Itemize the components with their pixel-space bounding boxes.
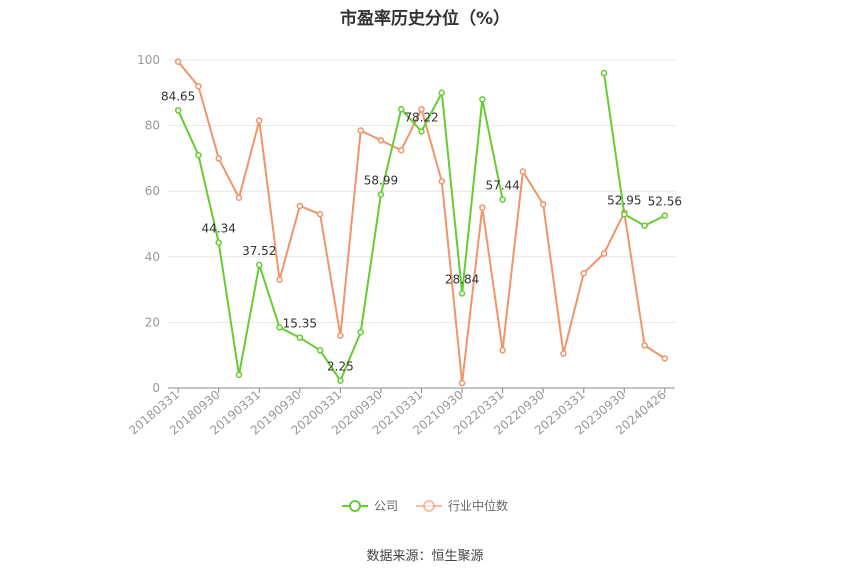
data-label: 78.22 (404, 110, 438, 124)
data-point (276, 324, 283, 331)
data-label: 37.52 (242, 244, 276, 258)
data-point (479, 96, 486, 103)
data-point (377, 191, 385, 198)
data-point (357, 127, 364, 134)
data-point (296, 202, 304, 210)
data-label: 44.34 (202, 222, 236, 236)
data-label: 58.99 (364, 174, 398, 188)
data-point (174, 107, 182, 114)
data-label: 28.84 (445, 272, 479, 286)
legend-item-industry-median[interactable]: 行业中位数 (416, 497, 508, 514)
data-point (256, 117, 263, 124)
y-tick-label: 60 (145, 184, 160, 198)
data-label: 57.44 (485, 179, 519, 193)
data-label: 15.35 (283, 317, 317, 331)
data-point (195, 151, 202, 159)
data-point (621, 211, 628, 218)
data-point (600, 69, 608, 77)
data-point (479, 204, 486, 211)
data-label: 2.25 (327, 360, 354, 374)
data-point (296, 334, 304, 341)
data-point (377, 137, 385, 144)
data-point (276, 276, 283, 284)
data-point (235, 194, 243, 202)
legend-item-company[interactable]: 公司 (341, 497, 398, 514)
data-point (316, 347, 324, 354)
y-tick-label: 100 (137, 53, 160, 67)
data-point (418, 105, 425, 113)
data-point (397, 105, 405, 113)
data-point (174, 58, 182, 65)
data-label: 52.56 (648, 195, 682, 209)
data-point (539, 201, 547, 208)
data-label: 84.65 (161, 89, 195, 103)
data-point (641, 342, 648, 349)
data-point (458, 290, 466, 297)
data-point (641, 222, 648, 229)
data-point (438, 89, 446, 97)
y-tick-label: 40 (145, 250, 160, 264)
data-point (600, 250, 608, 257)
legend-swatch-company (341, 499, 368, 512)
data-point (357, 328, 364, 336)
line-chart: 0204060801002018033120180930201903312019… (126, 53, 682, 438)
legend: 公司 行业中位数 (0, 497, 850, 514)
data-point (397, 146, 405, 154)
data-point (661, 212, 669, 219)
data-point (235, 371, 243, 379)
legend-swatch-industry-median (416, 499, 442, 512)
y-tick-label: 0 (152, 381, 160, 395)
data-point (438, 178, 446, 185)
data-point (458, 379, 466, 387)
data-point (580, 269, 587, 277)
chart-title: 市盈率历史分位（%） (339, 9, 511, 29)
data-point (215, 155, 222, 162)
legend-label-industry-median: 行业中位数 (448, 499, 509, 513)
data-point (337, 332, 344, 339)
data-point (195, 82, 202, 90)
data-point (215, 239, 222, 246)
data-point (337, 377, 344, 384)
data-point (316, 210, 324, 218)
data-source: 数据来源：恒生聚源 (366, 549, 484, 564)
legend-label-company: 公司 (373, 499, 398, 513)
data-point (256, 261, 263, 269)
data-point (499, 196, 506, 203)
y-tick-label: 80 (145, 119, 160, 133)
data-label: 52.95 (607, 193, 641, 207)
data-point (418, 128, 425, 135)
data-point (519, 168, 527, 175)
y-tick-label: 20 (145, 315, 160, 329)
data-point (499, 347, 506, 354)
data-point (661, 355, 669, 362)
data-point (560, 350, 567, 357)
